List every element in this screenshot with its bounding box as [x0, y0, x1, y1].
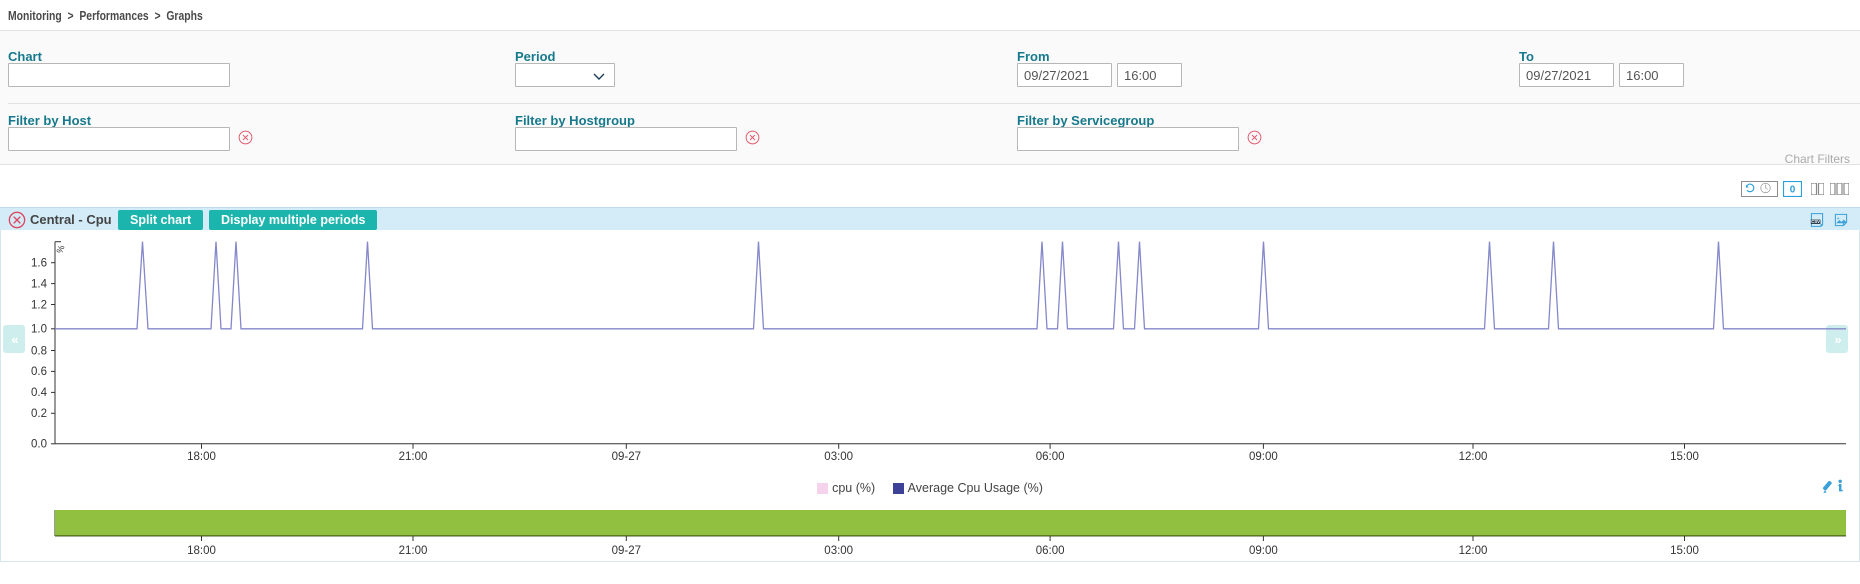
- svg-text:12:00: 12:00: [1459, 545, 1488, 557]
- svg-text:1.2: 1.2: [31, 299, 47, 311]
- svg-text:0.2: 0.2: [31, 408, 47, 420]
- svg-text:1.6: 1.6: [31, 258, 47, 270]
- svg-text:03:00: 03:00: [824, 451, 853, 462]
- svg-text:15:00: 15:00: [1670, 451, 1699, 462]
- svg-text:18:00: 18:00: [187, 545, 216, 557]
- svg-text:CSV: CSV: [1811, 219, 1820, 224]
- svg-text:%: %: [54, 244, 66, 255]
- svg-text:15:00: 15:00: [1670, 545, 1699, 557]
- svg-text:1.0: 1.0: [31, 324, 47, 336]
- svg-text:12:00: 12:00: [1459, 451, 1488, 462]
- svg-text:21:00: 21:00: [399, 451, 428, 462]
- svg-text:0.8: 0.8: [31, 345, 47, 357]
- svg-text:06:00: 06:00: [1036, 451, 1065, 462]
- svg-text:0.4: 0.4: [31, 387, 48, 399]
- svg-text:09:00: 09:00: [1249, 451, 1278, 462]
- svg-text:0: 0: [1790, 185, 1796, 196]
- svg-text:06:00: 06:00: [1036, 545, 1065, 557]
- svg-text:09:00: 09:00: [1249, 545, 1278, 557]
- svg-text:18:00: 18:00: [187, 451, 216, 462]
- svg-text:09-27: 09-27: [612, 545, 641, 557]
- svg-text:0.6: 0.6: [31, 366, 47, 378]
- svg-text:0.0: 0.0: [31, 439, 47, 451]
- svg-text:1.4: 1.4: [31, 278, 48, 290]
- svg-text:21:00: 21:00: [399, 545, 428, 557]
- svg-text:09-27: 09-27: [612, 451, 641, 462]
- svg-text:03:00: 03:00: [824, 545, 853, 557]
